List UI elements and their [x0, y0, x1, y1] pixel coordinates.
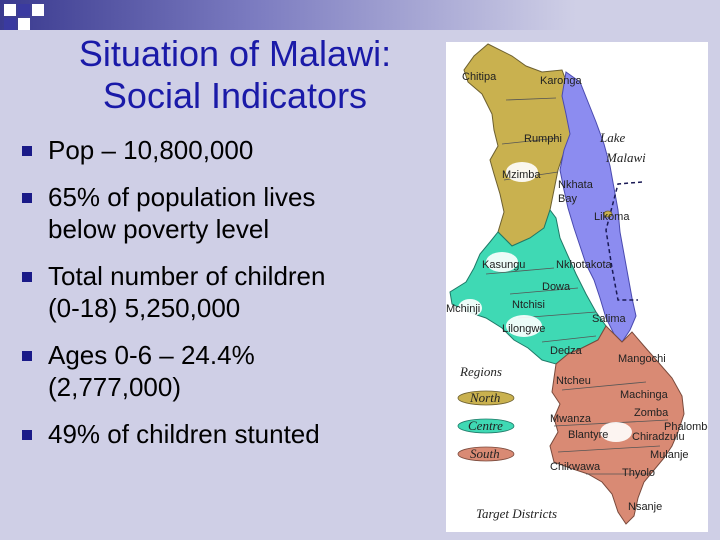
bullet-square-icon [22, 430, 32, 440]
malawi-map: Chitipa Karonga Rumphi Lake Malawi Mzimb… [446, 43, 708, 525]
district-label-mulanje: Mulanje [650, 449, 689, 461]
map-caption: Target Districts [476, 506, 557, 521]
bullet-item: Ages 0-6 – 24.4% (2,777,000) [22, 339, 422, 403]
title-line-2: Social Indicators [102, 75, 368, 116]
bullet-item: Total number of children (0-18) 5,250,000 [22, 260, 422, 324]
target-marker [600, 422, 632, 442]
lake-label-line2: Malawi [605, 150, 646, 165]
district-label-mwanza: Mwanza [550, 413, 592, 425]
district-label-ntchisi: Ntchisi [512, 299, 545, 311]
bullet-item: 65% of population lives below poverty lev… [22, 181, 422, 245]
district-label-chiradzulu: Chiradzulu [632, 431, 685, 443]
malawi-map-panel: Chitipa Karonga Rumphi Lake Malawi Mzimb… [446, 42, 708, 532]
corner-square [4, 4, 16, 16]
district-label-zomba: Zomba [634, 407, 669, 419]
district-label-nkhata-bay-2: Bay [558, 193, 577, 205]
district-label-kasungu: Kasungu [482, 259, 525, 271]
district-label-lilongwe: Lilongwe [502, 323, 545, 335]
district-label-nkhata-bay: Nkhata [558, 179, 594, 191]
district-label-karonga: Karonga [540, 75, 582, 87]
district-label-salima: Salima [592, 313, 627, 325]
title-line-1: Situation of Malawi: [78, 33, 392, 74]
bullet-text: Total number of children [48, 261, 326, 291]
target-marker [486, 252, 518, 272]
district-label-likoma: Likoma [594, 211, 630, 223]
legend-swatch-north [457, 390, 515, 406]
target-marker [458, 299, 482, 317]
bullet-square-icon [22, 193, 32, 203]
bullet-square-icon [22, 272, 32, 282]
district-label-mchinji: Mchinji [446, 303, 480, 315]
corner-square [18, 4, 30, 16]
target-marker [506, 162, 538, 182]
district-label-ntcheu: Ntcheu [556, 375, 591, 387]
title-bar-gradient [0, 0, 720, 30]
bullet-item: Pop – 10,800,000 [22, 134, 422, 166]
bullet-text: Pop – 10,800,000 [48, 135, 254, 165]
legend-swatch-south [457, 446, 515, 462]
legend-label-south: South [470, 446, 500, 461]
district-label-dedza: Dedza [550, 345, 583, 357]
bullet-square-icon [22, 146, 32, 156]
district-label-rumphi: Rumphi [524, 133, 562, 145]
bullet-list: Pop – 10,800,000 65% of population lives… [22, 134, 422, 465]
bullet-text: Ages 0-6 – 24.4% [48, 340, 255, 370]
district-label-chitipa: Chitipa [462, 71, 497, 83]
likoma-island [603, 210, 613, 218]
district-label-thyolo: Thyolo [622, 467, 655, 479]
corner-decoration [0, 0, 60, 40]
slide-title: Situation of Malawi: Social Indicators [30, 33, 440, 117]
district-label-chikwawa: Chikwawa [550, 461, 601, 473]
district-label-mangochi: Mangochi [618, 353, 666, 365]
bullet-square-icon [22, 351, 32, 361]
bullet-text: (2,777,000) [48, 372, 181, 402]
bullet-text: 65% of population lives [48, 182, 316, 212]
district-label-machinga: Machinga [620, 389, 669, 401]
district-label-nsanje: Nsanje [628, 501, 662, 513]
legend-label-north: North [469, 390, 500, 405]
bullet-text: 49% of children stunted [48, 419, 320, 449]
bullet-item: 49% of children stunted [22, 418, 422, 450]
district-label-mzimba: Mzimba [502, 169, 541, 181]
legend-label-centre: Centre [468, 418, 503, 433]
target-marker [506, 315, 542, 337]
legend-title: Regions [459, 364, 502, 379]
district-label-blantyre: Blantyre [568, 429, 608, 441]
bullet-text: below poverty level [48, 214, 270, 244]
district-label-dowa: Dowa [542, 281, 571, 293]
corner-square [18, 18, 30, 30]
corner-square [32, 4, 44, 16]
bullet-text: (0-18) 5,250,000 [48, 293, 241, 323]
legend-swatch-centre [457, 418, 515, 434]
district-label-nkhotakota: Nkhotakota [556, 259, 613, 271]
district-label-phalombe: Phalombe [664, 421, 708, 433]
lake-label-line1: Lake [599, 130, 626, 145]
corner-square [4, 18, 16, 30]
